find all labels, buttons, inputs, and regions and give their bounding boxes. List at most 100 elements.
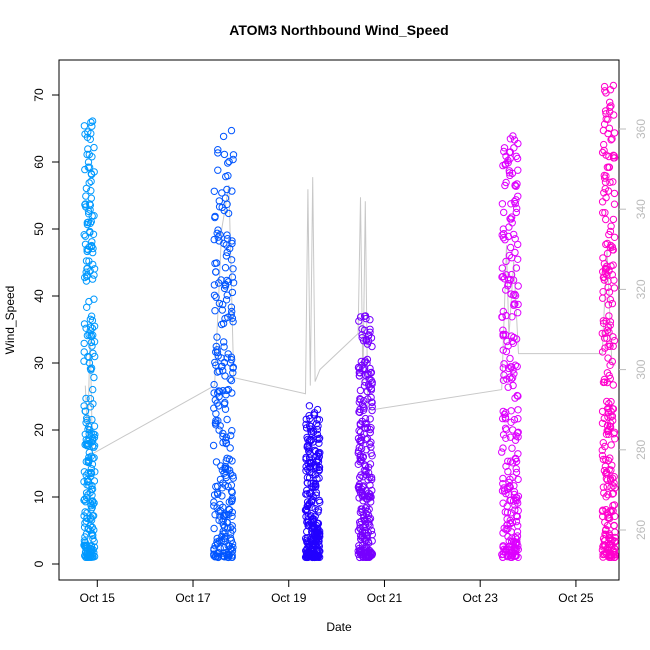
data-point (511, 199, 519, 208)
data-point (499, 543, 507, 551)
data-point (355, 372, 364, 380)
data-point (210, 235, 218, 244)
data-point (500, 360, 508, 368)
data-point (506, 516, 514, 525)
data-point (85, 179, 93, 187)
data-point (223, 235, 232, 243)
data-point (504, 525, 512, 533)
data-point (214, 149, 222, 157)
data-point (315, 434, 324, 442)
data-point (81, 519, 89, 527)
data-point (224, 159, 232, 167)
data-point (90, 537, 98, 546)
data-point (90, 526, 98, 534)
data-point (85, 297, 93, 306)
chart-title: ATOM3 Northbound Wind_Speed (229, 22, 448, 38)
data-point (302, 420, 310, 429)
y-axis-label: Wind_Speed (3, 286, 17, 355)
data-point (82, 257, 91, 265)
data-point (514, 255, 522, 263)
data-point (227, 376, 236, 385)
data-point (366, 325, 374, 333)
data-point (606, 533, 614, 542)
data-point (225, 157, 233, 166)
data-point (214, 166, 222, 174)
data-point (229, 474, 238, 482)
data-point (222, 252, 231, 260)
data-point (307, 422, 315, 431)
data-point (499, 376, 508, 384)
series-4 (354, 312, 377, 562)
data-point (358, 456, 366, 464)
data-point (87, 187, 95, 195)
data-point (603, 326, 612, 334)
data-point (213, 368, 222, 376)
x-tick-label: Oct 21 (367, 591, 403, 605)
y-tick-label: 10 (32, 490, 46, 504)
data-point (221, 529, 229, 537)
data-point (360, 430, 368, 438)
data-point (215, 387, 224, 396)
data-point (82, 471, 90, 479)
data-point (303, 551, 312, 559)
data-point (229, 155, 237, 164)
data-point (307, 479, 315, 488)
y-axis-right: 260 280 300 320 340 360 (619, 119, 648, 540)
data-point (505, 251, 514, 260)
data-point (85, 448, 94, 457)
data-point (305, 499, 314, 507)
data-point (510, 230, 518, 239)
data-point (222, 439, 230, 448)
data-point (305, 489, 314, 497)
data-point (599, 317, 608, 325)
data-point (513, 535, 521, 543)
data-point (306, 414, 314, 423)
data-point (609, 215, 618, 224)
data-point (609, 489, 618, 497)
x-axis-label: Date (326, 620, 352, 634)
data-point (217, 320, 226, 329)
data-point (365, 492, 373, 501)
data-point (227, 303, 236, 311)
data-point (511, 248, 519, 257)
data-point (505, 169, 514, 177)
data-point (609, 547, 617, 555)
data-point (366, 481, 374, 489)
data-point (226, 375, 234, 383)
data-point (314, 545, 323, 553)
data-point (90, 271, 98, 279)
data-point (220, 338, 228, 346)
y2-tick-label: 260 (634, 520, 648, 540)
x-tick-label: Oct 15 (80, 591, 116, 605)
data-point (214, 146, 222, 154)
data-point (599, 439, 607, 447)
data-point (509, 381, 517, 390)
data-point (504, 532, 512, 541)
data-point (211, 307, 219, 315)
data-point (88, 503, 96, 512)
data-point (87, 118, 95, 127)
data-point (508, 518, 517, 527)
data-point (609, 81, 618, 90)
data-point (605, 328, 613, 336)
y-tick-label: 30 (32, 356, 46, 370)
data-point (605, 230, 613, 239)
data-point (211, 358, 219, 367)
data-point (212, 293, 220, 301)
data-point (610, 473, 618, 481)
data-point (86, 515, 95, 523)
data-point (361, 516, 369, 524)
data-point (229, 369, 237, 377)
data-point (601, 178, 610, 186)
data-point (514, 300, 522, 309)
data-point (602, 110, 610, 118)
data-point (511, 436, 520, 444)
data-point (514, 309, 522, 317)
data-point (85, 163, 94, 172)
data-point (82, 324, 90, 332)
data-point (502, 286, 510, 294)
data-point (80, 478, 88, 486)
data-point (215, 203, 224, 211)
data-point (360, 466, 369, 475)
data-point (311, 505, 319, 513)
